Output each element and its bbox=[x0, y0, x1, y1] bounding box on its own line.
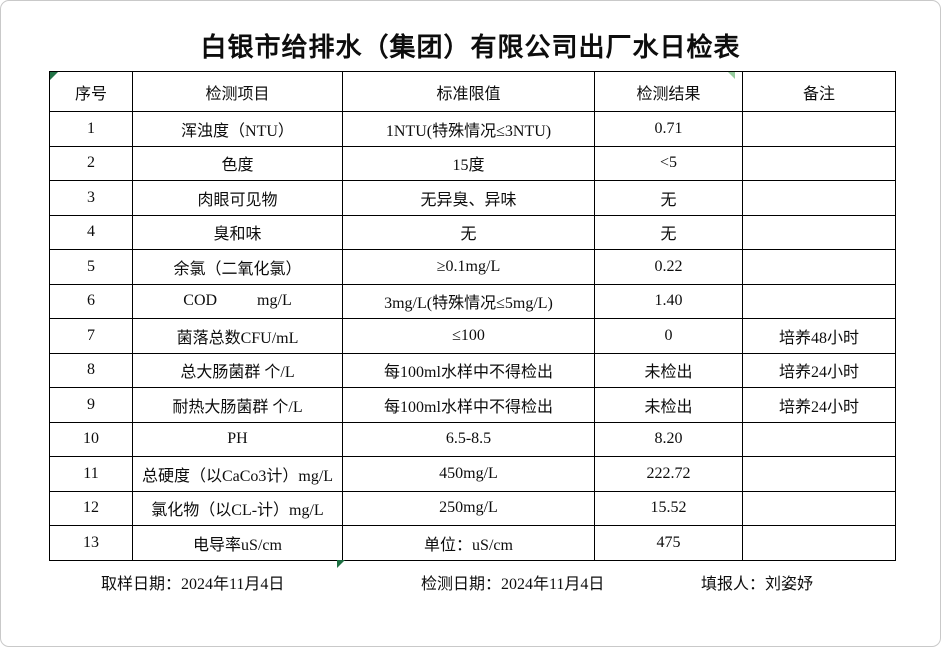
cell-result: 无 bbox=[594, 214, 743, 250]
cell-item: PH bbox=[132, 421, 343, 457]
table-row: 12 氯化物（以CL-计）mg/L 250mg/L 15.52 bbox=[49, 490, 896, 526]
cell-item: 总硬度（以CaCo3计）mg/L bbox=[132, 456, 343, 492]
table-row: 5 余氯（二氧化氯） ≥0.1mg/L 0.22 bbox=[49, 249, 896, 285]
cell-result: 15.52 bbox=[594, 490, 743, 526]
column-header-item: 检测项目 bbox=[132, 71, 343, 112]
cell-limit: 无 bbox=[342, 214, 595, 250]
cell-item: 色度 bbox=[132, 145, 343, 181]
page-title: 白银市给排水（集团）有限公司出厂水日检表 bbox=[200, 33, 741, 62]
cell-result: 475 bbox=[594, 525, 743, 561]
inspection-table: 序号 检测项目 标准限值 检测结果 备注 1 浑浊度（NTU） 1NTU(特殊情况≤3NTU… bbox=[49, 71, 896, 561]
table-row: 11 总硬度（以CaCo3计）mg/L 450mg/L 222.72 bbox=[49, 456, 896, 492]
footer: 取样日期：2024年11月4日 检测日期：2024年11月4日 填报人：刘姿妤 bbox=[1, 570, 940, 593]
excel-corner-marker-icon bbox=[337, 560, 345, 568]
cell-remark bbox=[742, 490, 896, 526]
table-header-row: 序号 检测项目 标准限值 检测结果 备注 bbox=[49, 71, 896, 112]
cell-no: 6 bbox=[49, 283, 133, 319]
cell-result: 222.72 bbox=[594, 456, 743, 492]
cell-limit: 15度 bbox=[342, 145, 595, 181]
cell-remark: 培养24小时 bbox=[742, 387, 896, 423]
cell-limit: 单位：uS/cm bbox=[342, 525, 595, 561]
cell-no: 11 bbox=[49, 456, 133, 492]
cell-result: 无 bbox=[594, 180, 743, 216]
cell-remark bbox=[742, 214, 896, 250]
cell-limit: ≥0.1mg/L bbox=[342, 249, 595, 285]
cell-limit: 无异臭、异味 bbox=[342, 180, 595, 216]
cell-item: 肉眼可见物 bbox=[132, 180, 343, 216]
cell-result: 未检出 bbox=[594, 352, 743, 388]
table-row: 2 色度 15度 <5 bbox=[49, 145, 896, 181]
table-row: 7 菌落总数CFU/mL ≤100 0 培养48小时 bbox=[49, 318, 896, 354]
cell-limit: 每100ml水样中不得检出 bbox=[342, 352, 595, 388]
test-date-label: 检测日期：2024年11月4日 bbox=[421, 576, 605, 593]
cell-result: 1.40 bbox=[594, 283, 743, 319]
excel-corner-marker-icon bbox=[728, 72, 735, 79]
column-header-limit: 标准限值 bbox=[342, 71, 595, 112]
table-row: 13 电导率uS/cm 单位：uS/cm 475 bbox=[49, 525, 896, 561]
cell-remark bbox=[742, 456, 896, 492]
column-header-no: 序号 bbox=[49, 71, 133, 112]
table-row: 10 PH 6.5-8.5 8.20 bbox=[49, 421, 896, 457]
cell-result: 0.22 bbox=[594, 249, 743, 285]
cell-no: 13 bbox=[49, 525, 133, 561]
cell-remark bbox=[742, 111, 896, 147]
sampling-date-label: 取样日期：2024年11月4日 bbox=[101, 576, 285, 593]
column-header-result: 检测结果 bbox=[594, 71, 743, 112]
cell-limit: 1NTU(特殊情况≤3NTU) bbox=[342, 111, 595, 147]
cell-remark bbox=[742, 180, 896, 216]
reporter-label: 填报人：刘姿妤 bbox=[701, 576, 814, 593]
cell-limit: 250mg/L bbox=[342, 490, 595, 526]
cell-no: 8 bbox=[49, 352, 133, 388]
cell-item: 臭和味 bbox=[132, 214, 343, 250]
cell-result: 0 bbox=[594, 318, 743, 354]
table-row: 1 浑浊度（NTU） 1NTU(特殊情况≤3NTU) 0.71 bbox=[49, 111, 896, 147]
table-row: 6 COD mg/L 3mg/L(特殊情况≤5mg/L) 1.40 bbox=[49, 283, 896, 319]
table-row: 9 耐热大肠菌群 个/L 每100ml水样中不得检出 未检出 培养24小时 bbox=[49, 387, 896, 423]
cell-remark bbox=[742, 525, 896, 561]
cell-result: <5 bbox=[594, 145, 743, 181]
cell-no: 9 bbox=[49, 387, 133, 423]
cell-no: 10 bbox=[49, 421, 133, 457]
cell-item: 电导率uS/cm bbox=[132, 525, 343, 561]
cell-limit: 3mg/L(特殊情况≤5mg/L) bbox=[342, 283, 595, 319]
cell-result: 0.71 bbox=[594, 111, 743, 147]
cell-no: 12 bbox=[49, 490, 133, 526]
cell-item: COD mg/L bbox=[132, 283, 343, 319]
cell-no: 3 bbox=[49, 180, 133, 216]
cell-item: 耐热大肠菌群 个/L bbox=[132, 387, 343, 423]
cell-no: 2 bbox=[49, 145, 133, 181]
cell-item: 氯化物（以CL-计）mg/L bbox=[132, 490, 343, 526]
cell-result: 未检出 bbox=[594, 387, 743, 423]
excel-corner-marker-icon bbox=[50, 72, 58, 80]
cell-no: 5 bbox=[49, 249, 133, 285]
table-row: 8 总大肠菌群 个/L 每100ml水样中不得检出 未检出 培养24小时 bbox=[49, 352, 896, 388]
cell-limit: 450mg/L bbox=[342, 456, 595, 492]
cell-remark bbox=[742, 249, 896, 285]
table-row: 3 肉眼可见物 无异臭、异味无 bbox=[49, 180, 896, 216]
cell-result: 8.20 bbox=[594, 421, 743, 457]
cell-no: 7 bbox=[49, 318, 133, 354]
table-row: 4 臭和味无无 bbox=[49, 214, 896, 250]
cell-item: 余氯（二氧化氯） bbox=[132, 249, 343, 285]
cell-remark bbox=[742, 145, 896, 181]
cell-remark bbox=[742, 283, 896, 319]
cell-limit: 每100ml水样中不得检出 bbox=[342, 387, 595, 423]
cell-remark: 培养24小时 bbox=[742, 352, 896, 388]
cell-remark bbox=[742, 421, 896, 457]
cell-no: 4 bbox=[49, 214, 133, 250]
cell-remark: 培养48小时 bbox=[742, 318, 896, 354]
cell-item: 菌落总数CFU/mL bbox=[132, 318, 343, 354]
cell-no: 1 bbox=[49, 111, 133, 147]
column-header-remark: 备注 bbox=[742, 71, 896, 112]
cell-limit: 6.5-8.5 bbox=[342, 421, 595, 457]
cell-item: 总大肠菌群 个/L bbox=[132, 352, 343, 388]
cell-limit: ≤100 bbox=[342, 318, 595, 354]
cell-item: 浑浊度（NTU） bbox=[132, 111, 343, 147]
